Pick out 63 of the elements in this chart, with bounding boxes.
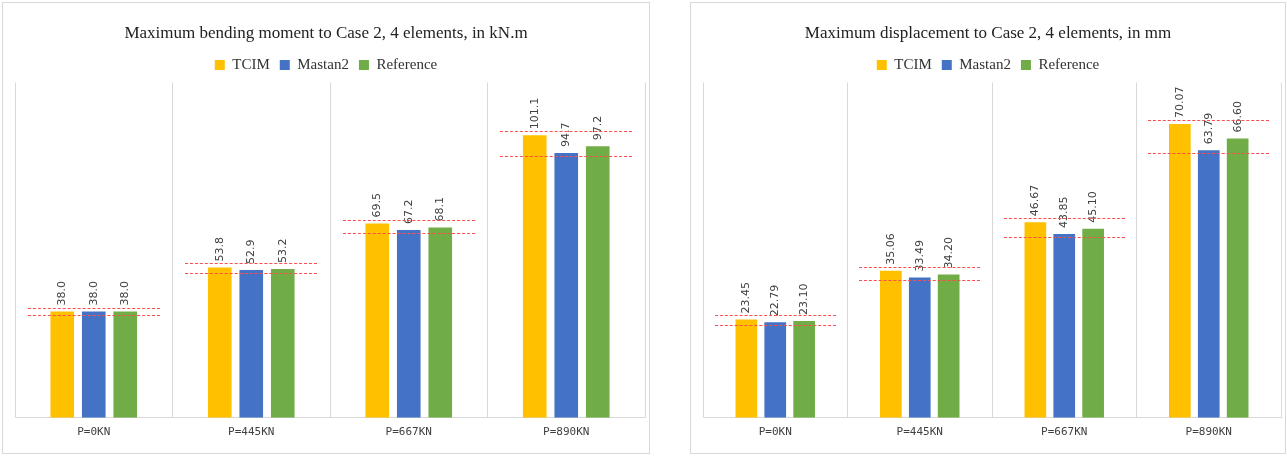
legend-label: Reference xyxy=(376,55,438,72)
data-label: 38.0 xyxy=(86,281,100,306)
x-tick-label: P=667KN xyxy=(385,425,432,439)
data-label: 94.7 xyxy=(559,122,573,148)
legend-label: Mastan2 xyxy=(959,55,1011,72)
bar xyxy=(522,135,547,418)
data-label: 33.49 xyxy=(912,239,926,272)
bar xyxy=(239,269,264,418)
x-tick-label: P=667KN xyxy=(1041,425,1088,439)
legend-label: TCIM xyxy=(232,55,270,72)
bar xyxy=(428,227,453,418)
bar xyxy=(1024,222,1047,418)
bar xyxy=(880,270,902,418)
data-label: 52.9 xyxy=(244,239,258,264)
chart-title: Maximum displacement to Case 2, 4 elements, in mm xyxy=(804,22,1172,42)
data-label: 68.1 xyxy=(433,196,447,222)
data-label: 43.85 xyxy=(1057,196,1071,228)
x-tick-label: P=890KN xyxy=(1185,425,1232,439)
bar xyxy=(270,269,295,418)
bar xyxy=(585,146,610,418)
data-label: 97.2 xyxy=(590,115,604,141)
bar xyxy=(1197,150,1220,418)
data-label: 35.06 xyxy=(883,233,897,265)
bar xyxy=(365,223,390,418)
bar xyxy=(1169,124,1191,418)
data-label: 70.07 xyxy=(1172,86,1186,119)
bar xyxy=(735,319,758,418)
x-tick-label: P=0KN xyxy=(758,425,792,439)
chart-title: Maximum bending moment to Case 2, 4 elements, in kN.m xyxy=(124,22,528,42)
bar xyxy=(81,311,106,418)
data-label: 101.1 xyxy=(527,97,541,130)
bar xyxy=(764,322,787,418)
legend-label: TCIM xyxy=(894,55,932,72)
x-tick-label: P=445KN xyxy=(896,425,943,439)
bar xyxy=(50,311,75,418)
data-label: 22.79 xyxy=(768,284,782,317)
bar xyxy=(207,267,232,418)
bar xyxy=(937,274,960,418)
data-label: 53.2 xyxy=(275,238,289,264)
data-label: 23.45 xyxy=(739,281,753,314)
data-label: 53.8 xyxy=(212,236,226,262)
bar xyxy=(554,153,579,418)
bar xyxy=(396,229,421,418)
data-label: 38.0 xyxy=(118,281,132,306)
legend-label: Reference xyxy=(1038,55,1100,72)
bar xyxy=(908,277,931,418)
data-label: 67.2 xyxy=(401,199,415,224)
bar xyxy=(1053,233,1076,418)
data-label: 23.10 xyxy=(797,283,811,315)
bar xyxy=(1082,228,1104,418)
data-label: 38.0 xyxy=(55,281,69,306)
data-label: 66.60 xyxy=(1230,101,1244,133)
x-tick-label: P=890KN xyxy=(543,425,590,439)
bar xyxy=(793,320,815,418)
x-tick-label: P=445KN xyxy=(228,425,275,439)
bar xyxy=(113,311,138,418)
x-tick-label: P=0KN xyxy=(77,425,111,439)
data-label: 34.20 xyxy=(941,236,955,269)
data-label: 46.67 xyxy=(1028,184,1042,217)
legend-label: Mastan2 xyxy=(297,55,349,72)
data-label: 69.5 xyxy=(370,193,384,218)
bar xyxy=(1226,138,1249,418)
data-label: 63.79 xyxy=(1201,112,1215,145)
